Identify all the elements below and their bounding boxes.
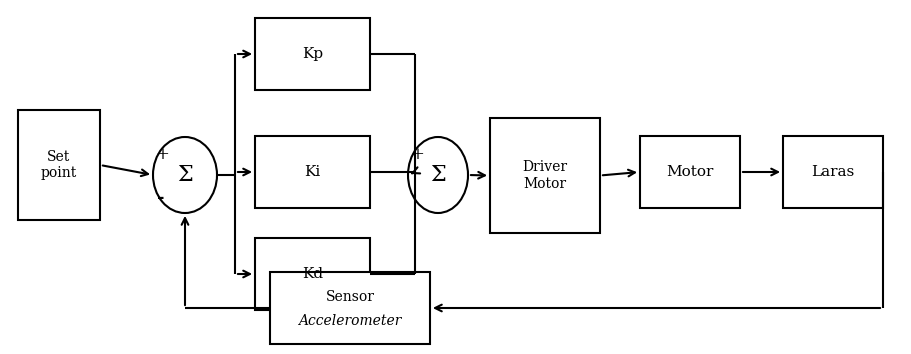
- Bar: [255, 238, 370, 310]
- Text: Kp: Kp: [302, 47, 322, 61]
- Bar: [255, 136, 370, 208]
- Bar: [640, 136, 739, 208]
- Bar: [270, 272, 429, 344]
- Text: Accelerometer: Accelerometer: [298, 314, 401, 328]
- Text: Driver
Motor: Driver Motor: [522, 160, 567, 190]
- Text: Laras: Laras: [811, 165, 854, 179]
- Text: Σ: Σ: [177, 164, 192, 186]
- Ellipse shape: [153, 137, 217, 213]
- Text: -: -: [157, 189, 165, 207]
- Bar: [255, 18, 370, 90]
- Ellipse shape: [407, 137, 467, 213]
- Text: Sensor: Sensor: [325, 290, 374, 304]
- Text: Motor: Motor: [666, 165, 713, 179]
- Bar: [18, 110, 100, 220]
- Text: +: +: [156, 145, 169, 162]
- Text: Kd: Kd: [302, 267, 322, 281]
- Text: Set
point: Set point: [41, 150, 77, 180]
- Text: Σ: Σ: [430, 164, 445, 186]
- Text: Ki: Ki: [304, 165, 321, 179]
- Text: +: +: [410, 145, 424, 162]
- Bar: [489, 118, 599, 233]
- Bar: [783, 136, 882, 208]
